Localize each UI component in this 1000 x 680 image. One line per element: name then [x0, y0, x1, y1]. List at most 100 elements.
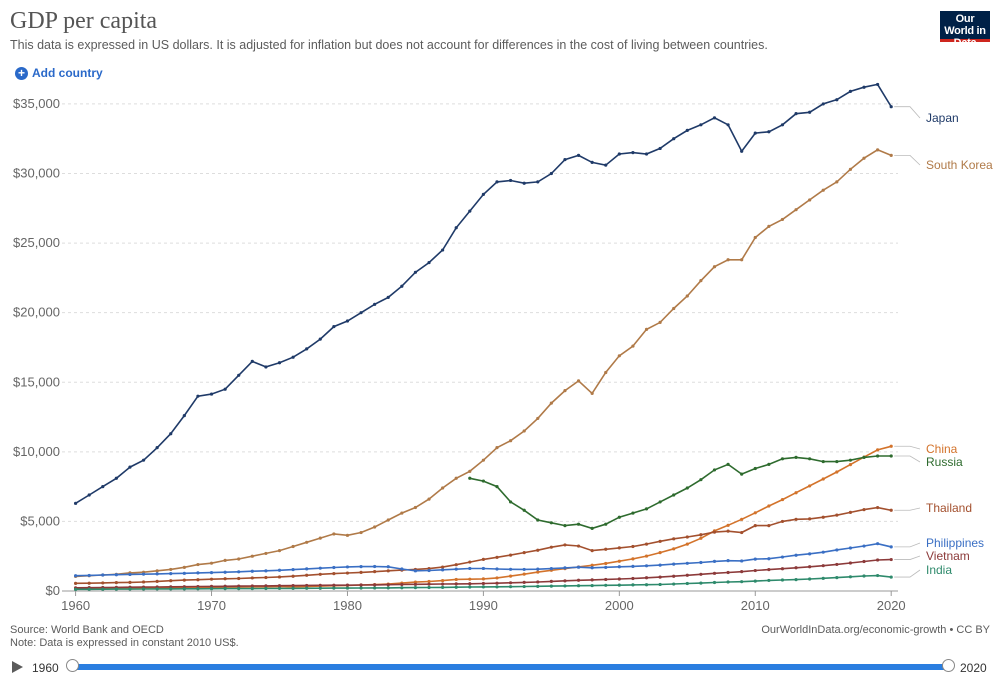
data-point: [644, 507, 649, 511]
data-point: [780, 123, 785, 127]
data-point: [604, 547, 608, 551]
data-point: [726, 559, 730, 563]
x-tick-label: 2020: [877, 598, 906, 613]
data-point: [413, 580, 418, 584]
data-point: [155, 587, 159, 591]
data-point: [753, 568, 757, 573]
line-chart: $0 $5,000 $10,000 $15,000 $20,000 $25,000 $30,…: [13, 82, 993, 613]
data-point: [250, 554, 254, 558]
series-label[interactable]: Japan: [926, 111, 959, 125]
data-point: [182, 565, 186, 569]
data-point: [522, 584, 526, 589]
data-point: [740, 258, 744, 262]
series-label[interactable]: China: [926, 442, 958, 456]
data-point: [876, 148, 880, 152]
data-point: [862, 544, 866, 548]
data-point: [862, 574, 866, 578]
data-point: [223, 584, 227, 588]
series-label[interactable]: Philippines: [926, 536, 984, 550]
data-point: [277, 361, 282, 365]
data-point: [481, 566, 485, 571]
data-point: [264, 575, 268, 580]
series-line-russia[interactable]: [469, 455, 892, 530]
data-point: [291, 544, 295, 549]
data-point: [644, 576, 649, 580]
data-point: [780, 578, 785, 582]
owid-logo[interactable]: Our World in Data: [940, 11, 990, 49]
data-point: [169, 432, 173, 436]
timeline-slider[interactable]: 1960 2020: [0, 650, 1000, 680]
data-point: [508, 553, 513, 557]
data-point: [794, 566, 798, 570]
data-point: [277, 575, 282, 579]
data-point: [889, 508, 893, 512]
data-point: [196, 587, 200, 591]
data-point: [699, 536, 703, 540]
data-point: [563, 566, 567, 570]
data-point: [468, 582, 472, 586]
timeline-track[interactable]: [72, 664, 948, 670]
data-point: [631, 583, 635, 587]
data-point: [454, 563, 458, 567]
series-label[interactable]: Russia: [926, 455, 963, 469]
data-point: [223, 558, 227, 562]
data-point: [658, 550, 662, 555]
data-point: [712, 116, 717, 120]
data-point: [549, 545, 553, 549]
data-point: [658, 539, 662, 543]
data-point: [359, 586, 363, 590]
data-point: [808, 457, 812, 461]
data-point: [672, 562, 676, 566]
timeline-end-handle[interactable]: [942, 659, 955, 672]
data-point: [441, 486, 445, 490]
data-point: [590, 583, 594, 588]
data-point: [305, 567, 309, 571]
data-point: [536, 180, 540, 184]
data-point: [155, 579, 159, 583]
data-point: [522, 550, 526, 555]
data-point: [441, 565, 445, 569]
data-point: [454, 585, 458, 589]
data-point: [87, 493, 91, 497]
data-point: [196, 578, 200, 582]
data-point: [767, 557, 771, 561]
add-country-button[interactable]: + Add country: [15, 66, 103, 80]
data-point: [576, 584, 581, 588]
data-point: [644, 327, 649, 331]
credit-link[interactable]: OurWorldInData.org/economic-growth • CC …: [761, 624, 990, 636]
data-point: [114, 581, 118, 585]
data-point: [441, 582, 445, 586]
data-point: [712, 468, 717, 472]
data-point: [114, 587, 118, 591]
data-point: [889, 444, 893, 448]
data-point: [373, 525, 377, 529]
series-line-south-korea[interactable]: [75, 148, 892, 578]
timeline-start-handle[interactable]: [66, 659, 79, 672]
data-point: [889, 454, 893, 458]
data-point: [441, 248, 445, 252]
data-point: [209, 584, 214, 589]
data-point: [169, 579, 173, 583]
data-point: [141, 587, 146, 591]
series-label[interactable]: Thailand: [926, 501, 972, 515]
data-point: [821, 102, 825, 106]
data-point: [237, 576, 241, 581]
data-point: [250, 569, 254, 573]
data-point: [427, 568, 431, 573]
data-point: [631, 564, 635, 568]
data-note: Note: Data is expressed in constant 2010…: [10, 637, 239, 649]
data-point: [685, 294, 689, 298]
series-label[interactable]: South Korea: [926, 158, 993, 172]
data-point: [794, 208, 798, 212]
series-label[interactable]: India: [926, 563, 952, 577]
play-icon[interactable]: [12, 661, 23, 673]
data-point: [237, 557, 241, 561]
data-point: [413, 270, 418, 274]
data-point: [277, 568, 282, 572]
data-point: [848, 458, 853, 462]
data-point: [549, 521, 553, 525]
series-line-japan[interactable]: [75, 83, 892, 504]
series-label[interactable]: Vietnam: [926, 549, 970, 563]
data-point: [345, 565, 350, 569]
data-point: [237, 373, 241, 377]
